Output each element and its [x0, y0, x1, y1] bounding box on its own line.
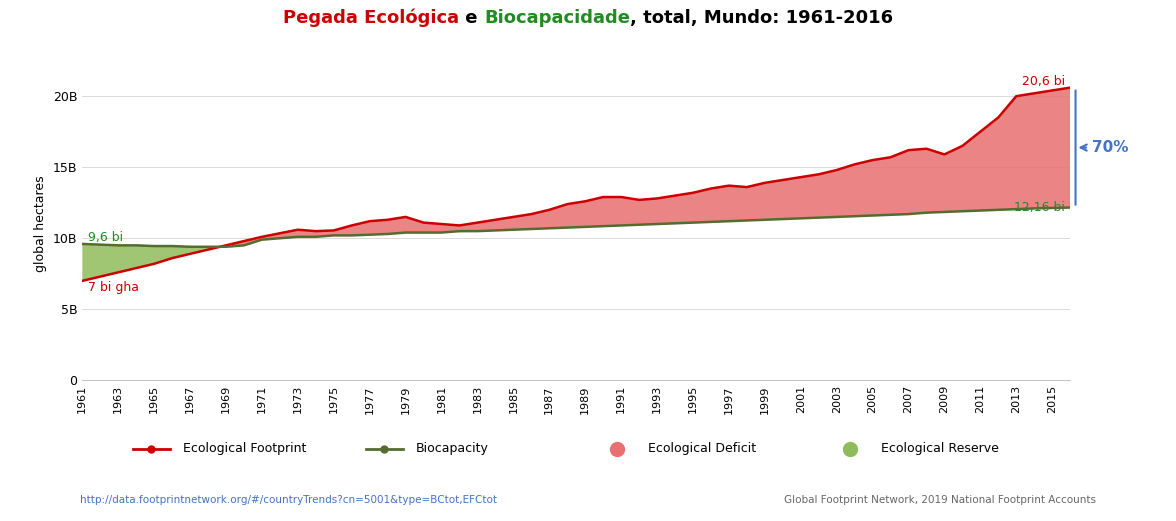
Text: 20,6 bi: 20,6 bi	[1022, 75, 1064, 88]
Text: Ecological Footprint: Ecological Footprint	[182, 442, 306, 455]
Text: http://data.footprintnetwork.org/#/countryTrends?cn=5001&type=BCtot,EFCtot: http://data.footprintnetwork.org/#/count…	[80, 495, 497, 505]
Text: Ecological Reserve: Ecological Reserve	[881, 442, 1000, 455]
Text: , total, Mundo: 1961-2016: , total, Mundo: 1961-2016	[630, 9, 893, 27]
Text: Global Footprint Network, 2019 National Footprint Accounts: Global Footprint Network, 2019 National …	[784, 495, 1096, 505]
Text: 70%: 70%	[1081, 140, 1128, 155]
Text: 9,6 bi: 9,6 bi	[88, 231, 122, 244]
Text: 12,16 bi: 12,16 bi	[1014, 201, 1064, 214]
Text: Ecological Deficit: Ecological Deficit	[648, 442, 756, 455]
Y-axis label: global hectares: global hectares	[34, 176, 47, 272]
Text: 7 bi gha: 7 bi gha	[88, 281, 139, 294]
Text: Biocapacidade: Biocapacidade	[483, 9, 630, 27]
Text: e: e	[459, 9, 483, 27]
Text: Pegada Ecológica: Pegada Ecológica	[283, 9, 459, 28]
Text: Biocapacity: Biocapacity	[415, 442, 488, 455]
